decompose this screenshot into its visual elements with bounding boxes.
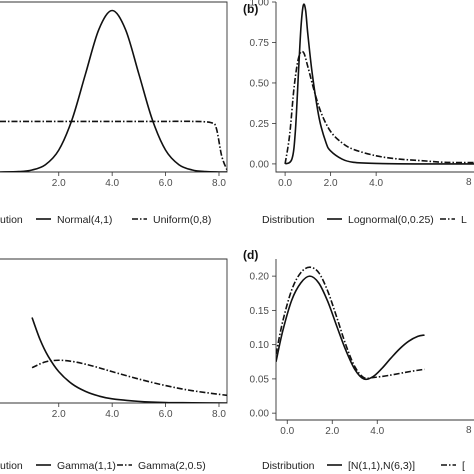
panel-b-marks: 0.0 2.0 4.0 0.00 0.25 0.50 0.75 1.00: [250, 0, 474, 189]
panel-c-x-tick-label-3: 8.0: [212, 409, 226, 420]
panel-b-y-tick-label-2: 0.50: [250, 78, 270, 89]
panel-c-series-dashdot-line: [31, 359, 227, 397]
legend-d-item-1: [N(1,1),N(6,3)]: [348, 460, 415, 472]
panel-d-y-tick-label-3: 0.15: [250, 306, 270, 317]
panel-b-y-tick-label-4: 1.00: [250, 0, 270, 9]
legend-a-item-2: Uniform(0,8): [153, 214, 211, 226]
panel-c-x-tick-label-0: 2.0: [52, 409, 66, 420]
panel-b-x-tick-label-1: 2.0: [324, 178, 338, 189]
legend-c-item-1: Gamma(1,1): [57, 460, 116, 472]
panel-c-frame: [0, 258, 228, 404]
panel-c: 2.0 4.0 6.0 8.0 ution Gamma(1,1) Gamma(2,0.…: [0, 258, 228, 472]
panel-d-series-solid-line: [276, 275, 425, 381]
panel-d-x-tick-label-0: 0.0: [280, 426, 294, 437]
legend-a-item-1: Normal(4,1): [57, 214, 112, 226]
panel-a: 2.0 4.0 6.0 8.0 ution Normal(4,1) Uniform(0…: [0, 1, 228, 226]
panel-c-series-solid-line: [31, 317, 227, 403]
panel-b-label: (b): [243, 2, 258, 16]
panel-d-y-tick-label-4: 0.20: [250, 272, 270, 283]
panel-c-x-tick-label-2: 6.0: [159, 409, 173, 420]
panel-b-frame: [275, 2, 474, 173]
legend-b-item-1: Lognormal(0,0.25): [348, 214, 434, 226]
panel-b: (b) 0.0 2.0 4.0 0.00 0.25 0.50 0.75 1.00 8 Dist…: [243, 0, 474, 226]
panel-a-x-tick-label-1: 4.0: [105, 178, 119, 189]
panel-a-series-solid-line: [0, 9, 227, 172]
panel-b-y-tick-label-3: 0.75: [250, 38, 270, 49]
legend-c-item-2: Gamma(2,0.5): [138, 460, 206, 472]
legend-b-item-2: L: [461, 214, 467, 226]
panel-d-x-tick-label-2: 4.0: [370, 426, 384, 437]
panel-d-label: (d): [243, 248, 258, 262]
panel-b-series-dashdot-line: [284, 50, 474, 165]
panel-a-marks: 2.0 4.0 6.0 8.0: [0, 9, 227, 189]
panel-b-x-tick-label-0: 0.0: [278, 178, 292, 189]
panel-b-y-tick-label-0: 0.00: [250, 159, 270, 170]
panel-a-x-tick-label-2: 6.0: [159, 178, 173, 189]
panel-b-x-tick-label-2: 4.0: [369, 178, 383, 189]
panel-b-y-tick-label-1: 0.25: [250, 119, 270, 130]
panel-d-y-tick-label-1: 0.05: [250, 374, 270, 385]
panel-d-x-tick-label-1: 2.0: [325, 426, 339, 437]
legend-d-item-2: [: [462, 460, 465, 472]
legend-b-title: Distribution: [262, 214, 315, 226]
panel-a-x-tick-label-3: 8.0: [212, 178, 226, 189]
panel-a-series-dashdot-line: [0, 120, 227, 171]
panel-a-frame: [0, 1, 228, 173]
panel-d-y-tick-label-0: 0.00: [250, 409, 270, 420]
panel-d-frame: [275, 259, 474, 421]
panel-d-marks: 0.0 2.0 4.0 0.00 0.05 0.10 0.15 0.20: [250, 266, 425, 437]
panel-c-marks: 2.0 4.0 6.0 8.0: [31, 317, 227, 420]
legend-d-title: Distribution: [262, 460, 315, 472]
panel-d-y-tick-label-2: 0.10: [250, 340, 270, 351]
panel-a-x-tick-label-0: 2.0: [52, 178, 66, 189]
panel-b-series-solid-line: [284, 3, 474, 165]
panel-d-x-tick-truncated: 8: [466, 425, 472, 436]
panel-c-x-tick-label-1: 4.0: [105, 409, 119, 420]
legend-a-title: ution: [0, 214, 23, 226]
panel-d-series-dashdot-line: [276, 266, 425, 380]
panel-d: (d) 0.0 2.0 4.0 0.00 0.05 0.10 0.15 0.20 8 Dist…: [243, 248, 474, 472]
panel-b-x-tick-truncated: 8: [466, 177, 472, 188]
legend-c-title: ution: [0, 460, 23, 472]
